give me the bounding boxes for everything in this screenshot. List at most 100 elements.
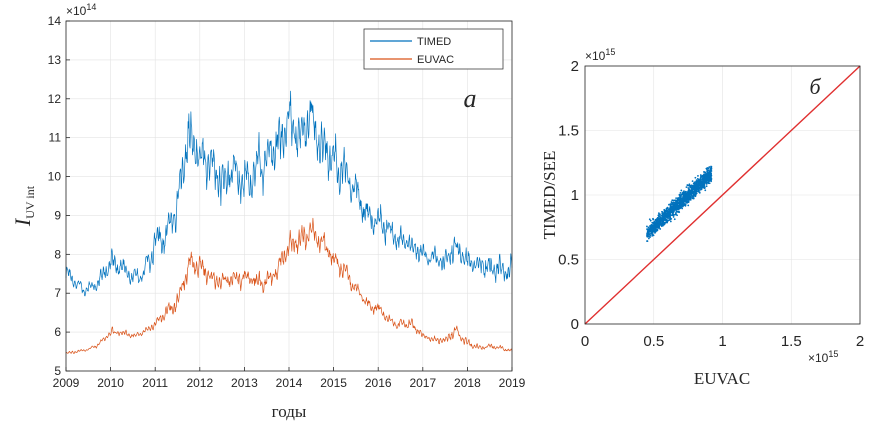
scatter-point — [664, 209, 666, 212]
scatter-point — [679, 200, 682, 202]
scatter-point — [706, 167, 709, 169]
scatter-point — [673, 199, 676, 202]
scatter-point — [671, 214, 674, 217]
scatter-point — [708, 166, 711, 168]
scatter-point — [685, 194, 688, 197]
left-y-axis-label: IUV int — [10, 185, 37, 227]
scatter-point — [657, 221, 660, 224]
scatter-point — [704, 171, 707, 174]
scatter-point — [676, 199, 679, 202]
scatter-point — [710, 167, 712, 170]
right-x-exponent-power: 15 — [828, 349, 838, 359]
scatter-point — [665, 221, 668, 223]
legend-box — [363, 28, 504, 70]
scatter-point — [663, 222, 666, 225]
right-y-tick-label: 0 — [571, 316, 579, 333]
scatter-point — [691, 180, 694, 183]
right-x-tick-label: 1 — [718, 333, 726, 350]
scatter-point — [700, 186, 703, 189]
scatter-point — [708, 176, 711, 178]
scatter-point — [648, 218, 651, 221]
scatter-point — [678, 197, 680, 199]
right-x-tick-label: 0 — [581, 333, 589, 350]
left-x-tick-label: 2016 — [365, 376, 392, 390]
scatter-point — [689, 185, 692, 187]
scatter-point — [650, 232, 653, 235]
scatter-point — [676, 200, 679, 203]
scatter-point — [680, 189, 683, 192]
right-x-tick-labels: 0 0.5 1 1.5 2 — [581, 333, 864, 350]
scatter-point — [649, 236, 652, 238]
scatter-point — [658, 222, 661, 225]
scatter-point — [700, 188, 702, 191]
right-y-tick-label: 1 — [571, 187, 579, 204]
scatter-point — [659, 218, 661, 221]
scatter-point — [695, 188, 698, 191]
scatter-point — [682, 204, 684, 207]
left-y-tick-labels: 5 6 7 8 9 10 11 12 13 14 — [48, 14, 70, 378]
scatter-point — [662, 222, 664, 225]
scatter-point — [648, 229, 651, 232]
left-y-tick-label: 5 — [54, 364, 61, 378]
scatter-point — [659, 223, 662, 226]
scatter-point — [665, 208, 668, 211]
scatter-point — [702, 180, 705, 183]
scatter-point — [661, 210, 663, 213]
scatter-point — [663, 217, 666, 220]
left-x-tick-label: 2018 — [454, 376, 481, 390]
scatter-point — [683, 194, 686, 196]
scatter-point — [692, 182, 695, 185]
left-x-tick-label: 2010 — [97, 376, 124, 390]
scatter-point — [657, 217, 659, 220]
scatter-point — [700, 175, 702, 177]
scatter-point — [681, 193, 684, 196]
scatter-point — [684, 203, 687, 206]
scatter-point — [647, 230, 650, 233]
scatter-point — [678, 198, 681, 201]
timed-vs-euvac-scatter-chart: 0 0.5 1 1.5 2 00.511.52 ×1015 ×1015 TIMED/SE… — [540, 47, 864, 388]
scatter-point — [704, 180, 707, 183]
right-x-exponent: ×1015 — [808, 349, 838, 365]
left-x-tick-label: 2013 — [231, 376, 258, 390]
scatter-point — [651, 231, 654, 234]
left-x-tick-label: 2009 — [53, 376, 80, 390]
left-y-tick-label: 14 — [48, 14, 62, 28]
scatter-point — [708, 178, 711, 180]
left-x-tick-label: 2017 — [409, 376, 436, 390]
right-x-tick-label: 0.5 — [643, 333, 664, 350]
scatter-point — [665, 212, 667, 214]
scatter-point — [703, 187, 706, 189]
scatter-point — [689, 197, 691, 200]
scatter-point — [687, 201, 690, 204]
scatter-point — [655, 228, 658, 231]
scatter-point — [701, 183, 704, 186]
scatter-point — [683, 196, 686, 199]
series-line-timed — [65, 90, 513, 297]
scatter-point — [681, 207, 684, 210]
scatter-point — [679, 205, 682, 208]
scatter-point — [670, 206, 673, 209]
scatter-point — [707, 180, 710, 183]
scatter-point — [667, 217, 670, 220]
scatter-point — [706, 177, 708, 180]
scatter-point — [694, 176, 697, 179]
legend-euvac-label: EUVAC — [417, 54, 454, 66]
scatter-point — [668, 211, 671, 214]
scatter-point — [655, 230, 658, 232]
scatter-point — [652, 229, 655, 232]
scatter-point — [646, 225, 648, 228]
left-y-tick-label: 9 — [54, 208, 61, 222]
left-x-tick-labels: 2009 2010 2011 2012 2013 2014 2015 2016 2017 2018… — [53, 367, 526, 390]
scatter-point — [672, 211, 675, 214]
scatter-point — [701, 185, 704, 188]
scatter-point — [684, 199, 687, 202]
scatter-point — [671, 203, 674, 205]
scatter-point — [698, 191, 701, 194]
right-x-exponent-base: ×10 — [808, 351, 829, 365]
scatter-point — [646, 228, 649, 231]
left-y-tick-label: 13 — [48, 53, 62, 67]
scatter-point — [686, 184, 689, 186]
right-x-tick-label: 1.5 — [781, 333, 802, 350]
scatter-point — [687, 198, 690, 200]
